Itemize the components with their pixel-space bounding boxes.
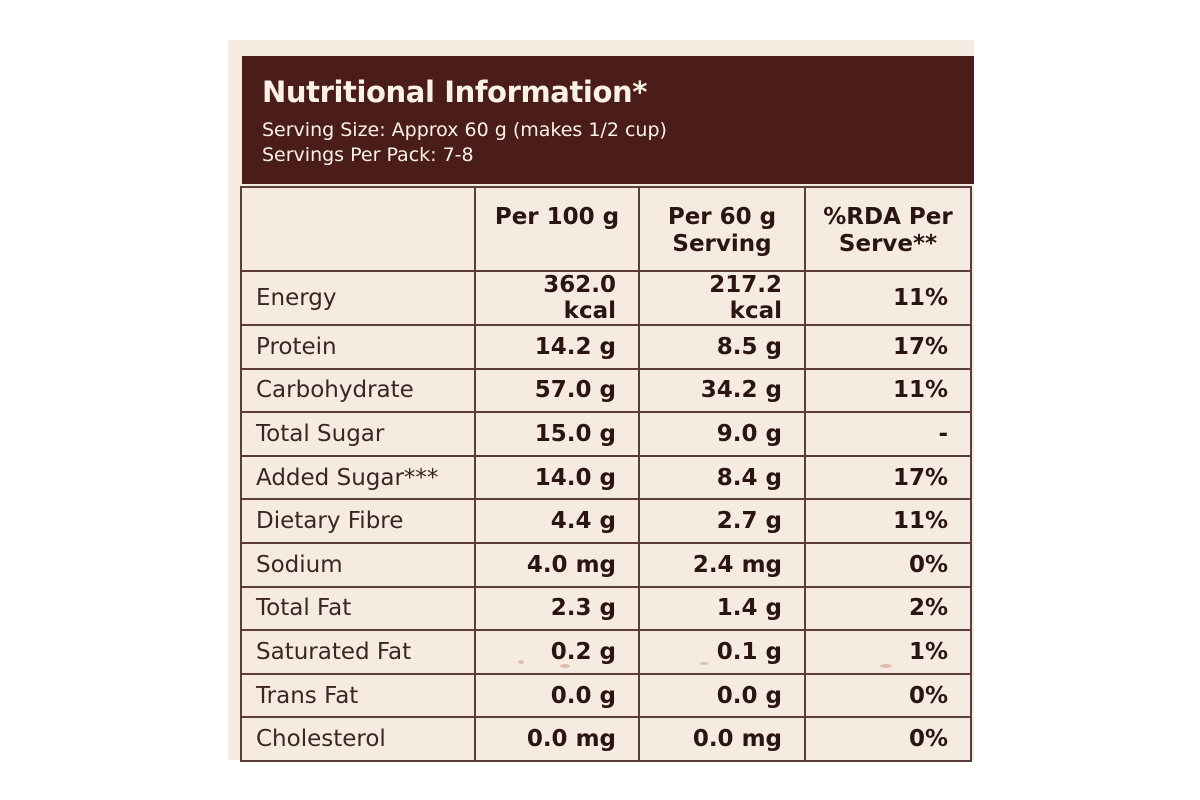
table-row: Total Sugar 15.0 g 9.0 g - [240,411,972,457]
value-per-100g: 14.2 g [474,324,640,370]
value-per-100g: 0.0 mg [474,716,640,762]
value-per-60g: 0.0 g [638,672,806,719]
nutrient-name: Protein [240,324,476,370]
nutrient-name: Cholesterol [240,716,476,762]
value-per-60g: 0.1 g [638,629,806,675]
table-row: Cholesterol 0.0 mg 0.0 mg 0% [240,716,972,762]
table-row: Protein 14.2 g 8.5 g 17% [240,324,972,370]
value-per-60g: 8.5 g [638,324,806,370]
value-per-100g: 0.0 g [474,672,640,719]
table-row: Dietary Fibre 4.4 g 2.7 g 11% [240,498,972,544]
nutrient-name: Total Fat [240,585,476,632]
value-rda: 17% [804,324,972,370]
value-rda: 0% [804,716,972,762]
column-header-per-60g-serving: Per 60 g Serving [638,186,806,272]
value-per-100g: 15.0 g [474,411,640,457]
nutrient-name: Added Sugar*** [240,454,476,501]
column-header-nutrient [240,186,476,272]
value-per-60g: 217.2 kcal [638,270,806,326]
print-speckle [518,660,524,664]
column-header-rda-per-serve: %RDA Per Serve** [804,186,972,272]
table-row: Sodium 4.0 mg 2.4 mg 0% [240,541,972,588]
nutrient-name: Energy [240,270,476,326]
value-rda: 1% [804,629,972,675]
value-rda: 11% [804,498,972,544]
print-speckle [880,664,892,668]
value-per-60g: 0.0 mg [638,716,806,762]
value-per-100g: 4.4 g [474,498,640,544]
value-rda: 17% [804,454,972,501]
print-speckle [700,662,708,665]
serving-size-text: Serving Size: Approx 60 g (makes 1/2 cup… [262,119,667,141]
table-row: Total Fat 2.3 g 1.4 g 2% [240,585,972,632]
value-per-100g: 2.3 g [474,585,640,632]
table-row: Trans Fat 0.0 g 0.0 g 0% [240,672,972,719]
value-per-60g: 2.7 g [638,498,806,544]
value-per-100g: 57.0 g [474,367,640,414]
value-per-60g: 8.4 g [638,454,806,501]
servings-per-pack-text: Servings Per Pack: 7-8 [262,144,474,166]
column-header-per-100g: Per 100 g [474,186,640,272]
nutrition-header: Nutritional Information* Serving Size: A… [242,56,974,184]
nutrient-name: Saturated Fat [240,629,476,675]
value-rda: 11% [804,367,972,414]
table-row: Energy 362.0 kcal 217.2 kcal 11% [240,270,972,326]
value-per-100g: 4.0 mg [474,541,640,588]
value-rda: - [804,411,972,457]
value-per-60g: 34.2 g [638,367,806,414]
value-per-60g: 9.0 g [638,411,806,457]
value-rda: 2% [804,585,972,632]
nutrient-name: Total Sugar [240,411,476,457]
value-per-100g: 14.0 g [474,454,640,501]
value-per-60g: 2.4 mg [638,541,806,588]
nutrient-name: Carbohydrate [240,367,476,414]
value-rda: 0% [804,541,972,588]
nutrient-name: Sodium [240,541,476,588]
table-row: Added Sugar*** 14.0 g 8.4 g 17% [240,454,972,501]
value-per-100g: 362.0 kcal [474,270,640,326]
nutrient-name: Dietary Fibre [240,498,476,544]
print-speckle [560,664,570,668]
value-rda: 0% [804,672,972,719]
value-per-100g: 0.2 g [474,629,640,675]
nutrient-name: Trans Fat [240,672,476,719]
value-rda: 11% [804,270,972,326]
nutrition-table: Per 100 g Per 60 g Serving %RDA Per Serv… [240,186,972,762]
nutrition-title: Nutritional Information* [262,75,648,109]
value-per-60g: 1.4 g [638,585,806,632]
table-row: Carbohydrate 57.0 g 34.2 g 11% [240,367,972,414]
table-row: Saturated Fat 0.2 g 0.1 g 1% [240,629,972,675]
table-header-row: Per 100 g Per 60 g Serving %RDA Per Serv… [240,186,972,272]
